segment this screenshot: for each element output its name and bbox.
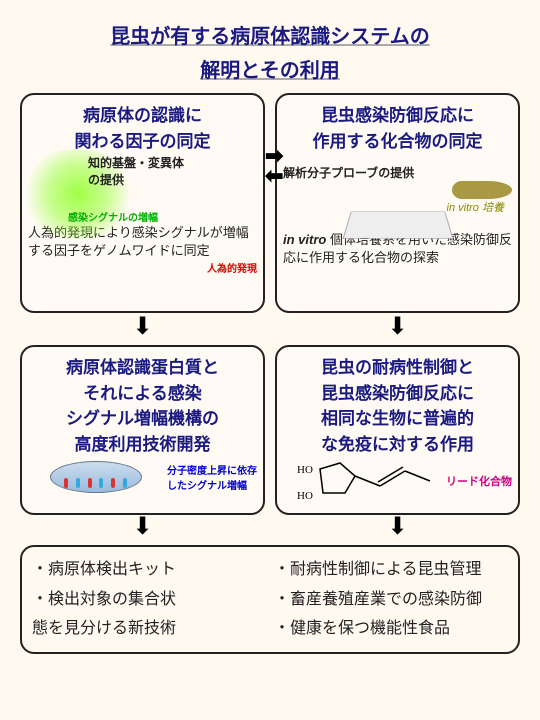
bullet-5: 態を見分ける新技術 xyxy=(32,616,266,642)
box4-h1: 昆虫の耐病性制御と xyxy=(283,355,512,381)
down-arrow-4: ⬇ xyxy=(275,521,520,533)
box3-blue2: したシグナル増幅 xyxy=(167,477,257,492)
bullet-4: ・畜産養殖産業での感染防御 xyxy=(274,587,508,613)
bullet-1: ・病原体検出キット xyxy=(32,557,266,583)
box1-green: 感染シグナルの増幅 xyxy=(68,209,158,224)
subtitle: 解明とその利用 xyxy=(10,54,530,83)
box3-h4: 高度利用技術開発 xyxy=(28,432,257,458)
box4-h2: 昆虫感染防御反応に xyxy=(283,381,512,407)
bullet-6: ・健康を保つ機能性食品 xyxy=(274,616,508,642)
ho-label-2: HO xyxy=(297,490,313,501)
arrow-left-icon: ⬅ xyxy=(265,163,283,189)
box3-h1: 病原体認識蛋白質と xyxy=(28,355,257,381)
bottom-box: ・病原体検出キット ・耐病性制御による昆虫管理 ・検出対象の集合状 ・畜産養殖産… xyxy=(20,545,520,654)
bullet-3: ・検出対象の集合状 xyxy=(32,587,266,613)
down-arrow-3: ⬇ xyxy=(20,521,265,533)
box2-olive: in vitro 培養 xyxy=(447,199,504,215)
box-top-right: 昆虫感染防御反応に 作用する化合物の同定 解析分子プローブの提供 in vitr… xyxy=(275,93,520,313)
box3-h3: シグナル増幅機構の xyxy=(28,406,257,432)
box1-label1: 知的基盤・変異体 xyxy=(88,154,184,171)
down-arrow-1: ⬇ xyxy=(20,321,265,333)
mid-grid: ⬇ ⬇ 病原体認識蛋白質と それによる感染 シグナル増幅機構の 高度利用技術開発… xyxy=(10,319,530,515)
box4-magenta: リード化合物 xyxy=(446,473,512,489)
larva-graphic xyxy=(452,181,512,199)
molecule-icon: HO HO xyxy=(295,461,435,501)
petri-graphic xyxy=(50,461,142,493)
ho-label-1: HO xyxy=(297,464,313,476)
top-grid: 病原体の認識に 関わる因子の同定 知的基盤・変異体 の提供 感染シグナルの増幅 … xyxy=(10,93,530,313)
box-mid-right: 昆虫の耐病性制御と 昆虫感染防御反応に 相同な生物に普遍的 な免疫に対する作用 … xyxy=(275,345,520,515)
arrow-grid: ⬇ ⬇ xyxy=(10,519,530,535)
box3-blue1: 分子密度上昇に依存 xyxy=(167,462,257,477)
box2-h1: 昆虫感染防御反応に xyxy=(283,103,512,129)
box2-h2: 作用する化合物の同定 xyxy=(283,129,512,155)
plate-graphic xyxy=(342,212,453,239)
main-title: 昆虫が有する病原体認識システムの xyxy=(10,20,530,49)
down-arrow-2: ⬇ xyxy=(275,321,520,333)
box1-h1: 病原体の認識に xyxy=(28,103,257,129)
box3-h2: それによる感染 xyxy=(28,381,257,407)
box1-label2: の提供 xyxy=(88,171,184,188)
chem-structure: HO HO xyxy=(283,461,446,501)
box4-h3: 相同な生物に普遍的 xyxy=(283,406,512,432)
box-mid-left: 病原体認識蛋白質と それによる感染 シグナル増幅機構の 高度利用技術開発 分子密… xyxy=(20,345,265,515)
bullet-2: ・耐病性制御による昆虫管理 xyxy=(274,557,508,583)
box1-red: 人為的発現 xyxy=(28,260,257,275)
box2-label: 解析分子プローブの提供 xyxy=(283,164,512,181)
box-top-left: 病原体の認識に 関わる因子の同定 知的基盤・変異体 の提供 感染シグナルの増幅 … xyxy=(20,93,265,313)
box4-h4: な免疫に対する作用 xyxy=(283,432,512,458)
